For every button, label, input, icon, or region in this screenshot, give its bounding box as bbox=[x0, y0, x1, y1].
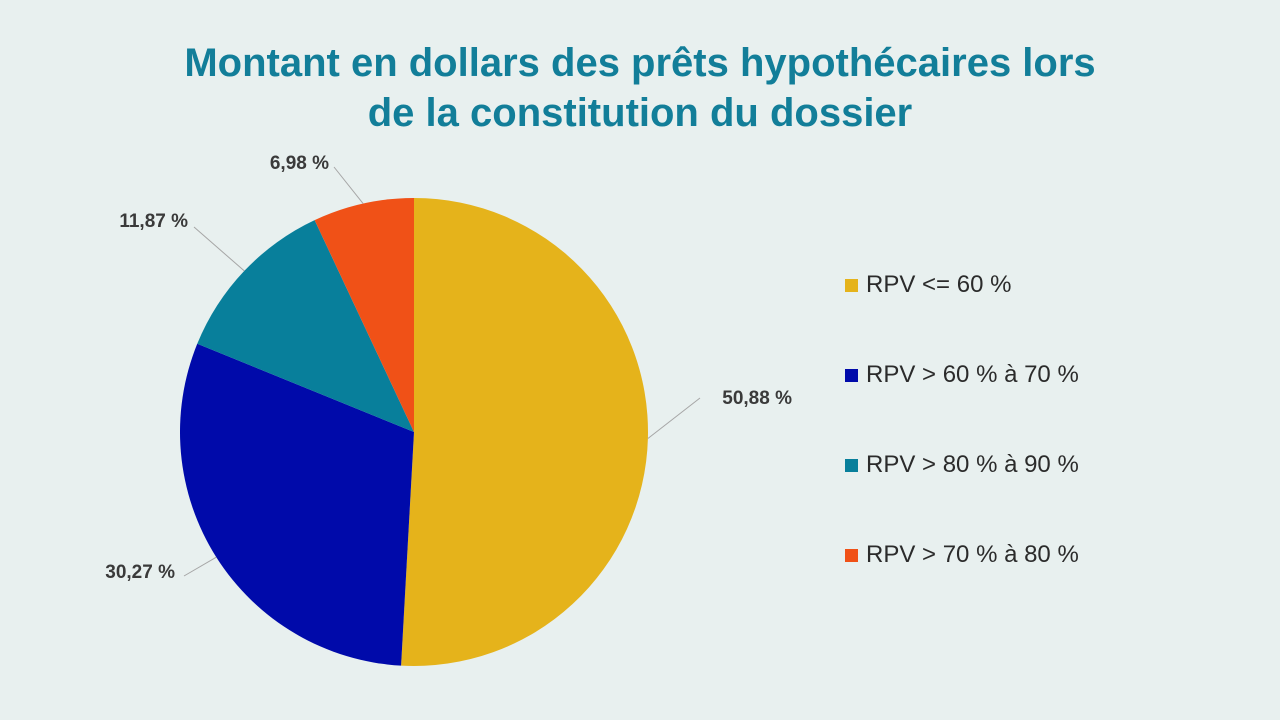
legend-swatch bbox=[845, 278, 858, 292]
legend-item-rpv-60-70: RPV > 60 % à 70 % bbox=[845, 358, 1079, 392]
leader-line bbox=[193, 226, 245, 272]
data-label: 11,87 % bbox=[119, 211, 188, 232]
pie-slice bbox=[180, 343, 414, 666]
chart-title-line-2: de la constitution du dossier bbox=[367, 91, 913, 135]
pie-slice bbox=[197, 220, 414, 432]
chart-legend: RPV <= 60 % RPV > 60 % à 70 % RPV > 80 %… bbox=[845, 268, 1079, 628]
pie-slice bbox=[314, 198, 414, 432]
leader-line bbox=[183, 556, 217, 577]
pie-slice bbox=[401, 198, 649, 667]
legend-label: RPV > 70 % à 80 % bbox=[866, 541, 1079, 568]
legend-swatch bbox=[845, 458, 858, 472]
legend-item-rpv-80-90: RPV > 80 % à 90 % bbox=[845, 448, 1079, 482]
legend-swatch bbox=[845, 548, 858, 562]
legend-label: RPV <= 60 % bbox=[866, 271, 1012, 298]
legend-label: RPV > 60 % à 70 % bbox=[866, 361, 1079, 388]
legend-item-rpv-70-80: RPV > 70 % à 80 % bbox=[845, 538, 1079, 572]
data-label: 50,88 % bbox=[722, 388, 792, 409]
data-label: 6,98 % bbox=[270, 153, 329, 174]
chart-title-line-1: Montant en dollars des prêts hypothécair… bbox=[184, 41, 1096, 85]
chart-title: Montant en dollars des prêts hypothécair… bbox=[90, 38, 1190, 138]
legend-item-rpv-60: RPV <= 60 % bbox=[845, 268, 1079, 302]
leader-line bbox=[647, 397, 701, 439]
legend-label: RPV > 80 % à 90 % bbox=[866, 451, 1079, 478]
leader-line bbox=[333, 166, 364, 204]
data-label: 30,27 % bbox=[105, 562, 175, 583]
legend-swatch bbox=[845, 368, 858, 382]
